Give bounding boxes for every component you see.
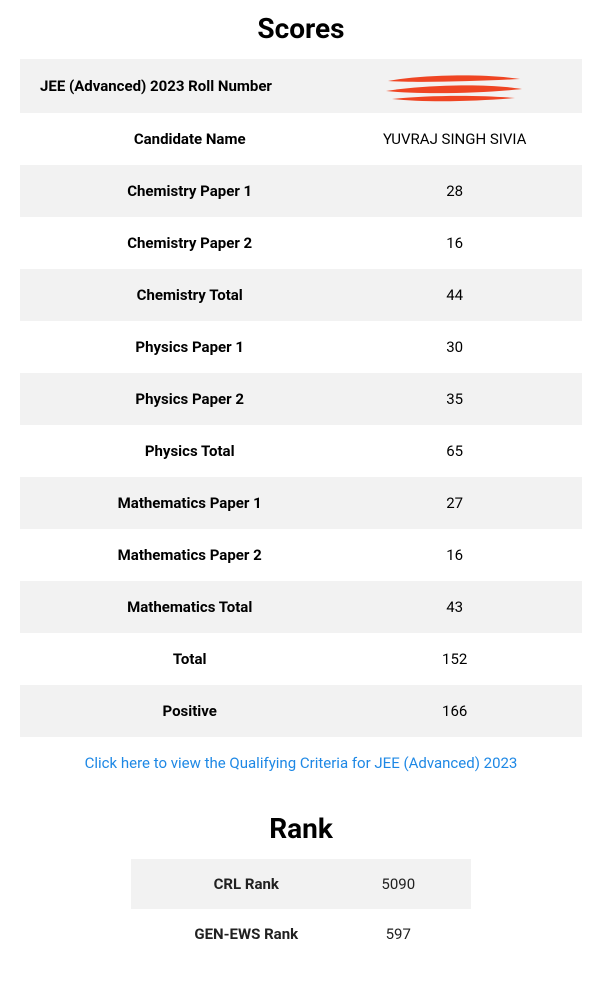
row-label: Physics Total (36, 442, 343, 460)
row-label: Chemistry Total (36, 286, 343, 304)
row-value: 597 (344, 925, 453, 943)
row-label: Mathematics Total (36, 598, 343, 616)
row-label: CRL Rank (149, 875, 344, 893)
scores-table: JEE (Advanced) 2023 Roll Number Candidat… (20, 59, 582, 737)
row-label: Chemistry Paper 2 (36, 234, 343, 252)
row-value: 30 (343, 338, 566, 356)
qualifying-link-container: Click here to view the Qualifying Criter… (20, 753, 582, 772)
table-row: Physics Paper 2 35 (20, 373, 582, 425)
rank-title: Rank (20, 812, 582, 845)
row-label: Mathematics Paper 2 (36, 546, 343, 564)
redaction-mark (390, 73, 520, 99)
row-label: GEN-EWS Rank (149, 925, 344, 943)
row-label: Candidate Name (36, 130, 343, 148)
table-row: Mathematics Total 43 (20, 581, 582, 633)
row-value: 28 (343, 182, 566, 200)
row-value: 16 (343, 546, 566, 564)
table-row: GEN-EWS Rank 597 (131, 909, 471, 959)
row-value: 16 (343, 234, 566, 252)
table-row: CRL Rank 5090 (131, 859, 471, 909)
row-value: 43 (343, 598, 566, 616)
row-label: Physics Paper 1 (36, 338, 343, 356)
row-label: Positive (36, 702, 343, 720)
row-label: Chemistry Paper 1 (36, 182, 343, 200)
row-value: 27 (343, 494, 566, 512)
table-row: Candidate Name YUVRAJ SINGH SIVIA (20, 113, 582, 165)
row-label: Mathematics Paper 1 (36, 494, 343, 512)
scores-title: Scores (20, 12, 582, 45)
row-label: JEE (Advanced) 2023 Roll Number (36, 77, 343, 95)
table-row: Physics Total 65 (20, 425, 582, 477)
table-row: JEE (Advanced) 2023 Roll Number (20, 59, 582, 113)
row-value: 166 (343, 702, 566, 720)
qualifying-criteria-link[interactable]: Click here to view the Qualifying Criter… (85, 754, 518, 772)
row-value: 65 (343, 442, 566, 460)
row-label: Total (36, 650, 343, 668)
table-row: Physics Paper 1 30 (20, 321, 582, 373)
row-value: YUVRAJ SINGH SIVIA (343, 130, 566, 148)
row-value: 44 (343, 286, 566, 304)
table-row: Mathematics Paper 2 16 (20, 529, 582, 581)
page-container: Scores JEE (Advanced) 2023 Roll Number C… (0, 12, 602, 959)
table-row: Chemistry Total 44 (20, 269, 582, 321)
table-row: Chemistry Paper 2 16 (20, 217, 582, 269)
row-value: 152 (343, 650, 566, 668)
row-value (343, 73, 566, 99)
row-value: 35 (343, 390, 566, 408)
rank-table: CRL Rank 5090 GEN-EWS Rank 597 (131, 859, 471, 959)
table-row: Positive 166 (20, 685, 582, 737)
row-value: 5090 (344, 875, 453, 893)
table-row: Total 152 (20, 633, 582, 685)
table-row: Chemistry Paper 1 28 (20, 165, 582, 217)
row-label: Physics Paper 2 (36, 390, 343, 408)
table-row: Mathematics Paper 1 27 (20, 477, 582, 529)
